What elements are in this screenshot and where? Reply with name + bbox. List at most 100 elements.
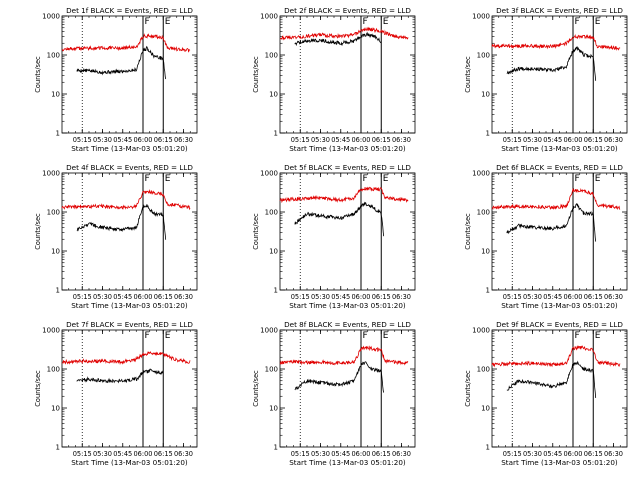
x-axis-label: Start Time (13-Mar-03 05:01:20): [501, 301, 618, 310]
lld-series-line: [491, 188, 621, 211]
lld-series-line: [279, 186, 409, 204]
x-tick-label: 05:30: [311, 136, 330, 144]
x-tick-label: 06:30: [392, 293, 411, 301]
events-series-line: [76, 203, 167, 240]
chart-title: Det 3f BLACK = Events, RED = LLD: [496, 6, 623, 15]
y-axis-label: Counts/sec: [34, 56, 42, 93]
y-axis-label: Counts/sec: [34, 370, 42, 407]
x-tick-label: 06:00: [351, 450, 370, 458]
y-tick-label: 100: [47, 366, 60, 374]
x-tick-label: 05:15: [73, 450, 92, 458]
y-tick-label: 1: [486, 444, 490, 452]
lld-series-line: [61, 189, 191, 211]
marker-label: E: [165, 331, 171, 341]
x-tick-label: 05:45: [113, 450, 132, 458]
x-tick-label: 06:00: [351, 136, 370, 144]
x-tick-label: 06:15: [584, 136, 603, 144]
x-tick-label: 06:00: [351, 293, 370, 301]
events-series-line: [294, 201, 385, 237]
x-axis-label: Start Time (13-Mar-03 05:01:20): [289, 144, 406, 153]
lld-series-line: [279, 345, 409, 366]
chart-title: Det 2f BLACK = Events, RED = LLD: [284, 6, 411, 15]
x-tick-label: 06:00: [133, 293, 152, 301]
x-tick-label: 06:30: [174, 450, 193, 458]
chart-title: Det 7f BLACK = Events, RED = LLD: [66, 320, 193, 329]
y-tick-label: 100: [477, 209, 490, 217]
x-tick-label: 06:15: [372, 450, 391, 458]
y-tick-label: 1: [56, 130, 60, 138]
events-series-line: [506, 360, 597, 398]
x-axis-label: Start Time (13-Mar-03 05:01:20): [71, 301, 188, 310]
x-tick-label: 06:30: [604, 136, 623, 144]
x-tick-label: 05:15: [73, 136, 92, 144]
x-tick-label: 06:00: [563, 450, 582, 458]
chart-panel-4: Det 4f BLACK = Events, RED = LLD 1 10 100 10…: [34, 163, 198, 310]
x-axis-label: Start Time (13-Mar-03 05:01:20): [71, 458, 188, 467]
y-tick-label: 1000: [260, 13, 278, 21]
y-tick-label: 1: [274, 287, 278, 295]
y-axis-label: Counts/sec: [252, 213, 260, 250]
y-axis-label: Counts/sec: [34, 213, 42, 250]
marker-label: E: [595, 17, 601, 27]
marker-label: E: [383, 331, 389, 341]
marker-label: E: [383, 174, 389, 184]
x-axis-label: Start Time (13-Mar-03 05:01:20): [289, 301, 406, 310]
x-tick-label: 06:30: [604, 450, 623, 458]
x-tick-label: 06:15: [372, 293, 391, 301]
y-tick-label: 100: [265, 209, 278, 217]
x-axis-label: Start Time (13-Mar-03 05:01:20): [71, 144, 188, 153]
y-tick-label: 10: [51, 91, 60, 99]
marker-label: F: [145, 331, 150, 341]
x-tick-label: 06:30: [392, 450, 411, 458]
y-tick-label: 1: [274, 444, 278, 452]
x-tick-label: 06:15: [154, 293, 173, 301]
y-tick-label: 100: [477, 366, 490, 374]
chart-panel-9: Det 9f BLACK = Events, RED = LLD 1 10 100 10…: [464, 320, 628, 467]
y-tick-label: 100: [265, 366, 278, 374]
marker-label: F: [145, 17, 150, 27]
y-tick-label: 100: [47, 209, 60, 217]
x-tick-label: 05:45: [543, 136, 562, 144]
x-tick-label: 06:30: [604, 293, 623, 301]
marker-label: E: [595, 174, 601, 184]
x-tick-label: 05:30: [523, 450, 542, 458]
y-tick-label: 1000: [42, 13, 60, 21]
x-tick-label: 06:00: [563, 293, 582, 301]
marker-label: E: [165, 174, 171, 184]
x-tick-label: 05:30: [93, 450, 112, 458]
chart-title: Det 4f BLACK = Events, RED = LLD: [66, 163, 193, 172]
y-tick-label: 1: [486, 287, 490, 295]
chart-title: Det 5f BLACK = Events, RED = LLD: [284, 163, 411, 172]
marker-label: F: [363, 174, 368, 184]
chart-panel-8: Det 8f BLACK = Events, RED = LLD 1 10 100 10…: [252, 320, 416, 467]
x-tick-label: 05:15: [291, 293, 310, 301]
y-axis-label: Counts/sec: [252, 370, 260, 407]
y-tick-label: 10: [51, 405, 60, 413]
y-tick-label: 1000: [472, 170, 490, 178]
x-tick-label: 06:15: [584, 450, 603, 458]
y-axis-label: Counts/sec: [464, 56, 472, 93]
x-tick-label: 05:15: [503, 136, 522, 144]
x-tick-label: 05:30: [311, 450, 330, 458]
x-tick-label: 06:15: [154, 450, 173, 458]
marker-label: F: [363, 17, 368, 27]
x-tick-label: 05:15: [73, 293, 92, 301]
chart-panel-5: Det 5f BLACK = Events, RED = LLD 1 10 100 10…: [252, 163, 416, 310]
chart-panel-6: Det 6f BLACK = Events, RED = LLD 1 10 100 10…: [464, 163, 628, 310]
marker-label: F: [145, 174, 150, 184]
x-tick-label: 06:30: [174, 293, 193, 301]
y-tick-label: 1: [486, 130, 490, 138]
marker-label: E: [595, 331, 601, 341]
chart-title: Det 8f BLACK = Events, RED = LLD: [284, 320, 411, 329]
x-tick-label: 05:15: [503, 450, 522, 458]
lld-series-line: [491, 33, 621, 51]
marker-label: F: [575, 331, 580, 341]
y-tick-label: 10: [269, 91, 278, 99]
x-tick-label: 05:45: [543, 450, 562, 458]
marker-label: E: [165, 17, 171, 27]
y-tick-label: 1000: [472, 327, 490, 335]
y-tick-label: 10: [481, 248, 490, 256]
y-tick-label: 10: [269, 405, 278, 413]
y-tick-label: 100: [47, 52, 60, 60]
x-tick-label: 05:45: [331, 450, 350, 458]
